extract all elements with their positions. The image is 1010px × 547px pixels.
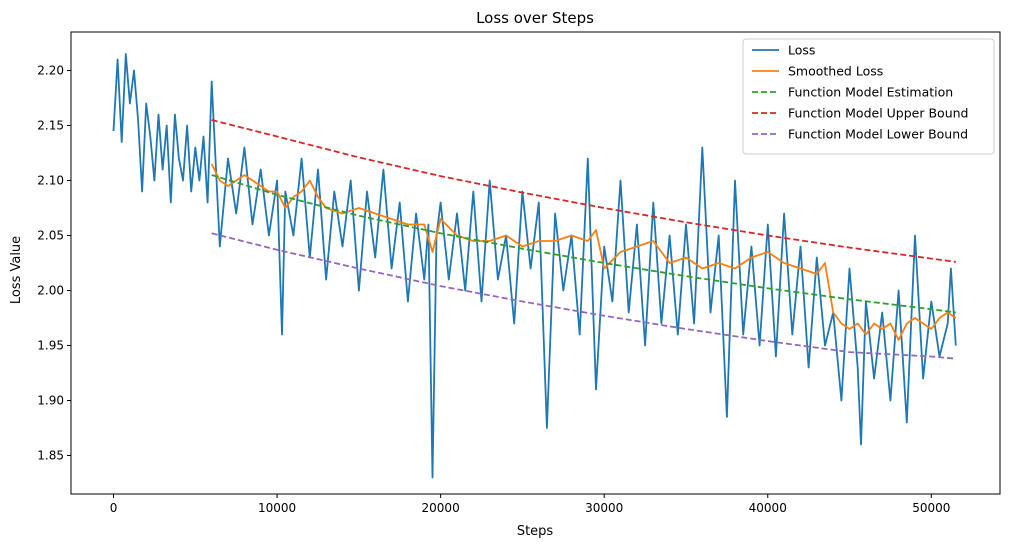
x-tick-label: 40000 xyxy=(749,501,787,515)
chart-title: Loss over Steps xyxy=(476,9,594,27)
legend-label-function-model-upper-bound: Function Model Upper Bound xyxy=(788,106,968,121)
legend-label-smoothed-loss: Smoothed Loss xyxy=(788,64,883,79)
y-tick-label: 2.10 xyxy=(37,174,64,188)
x-tick-label: 50000 xyxy=(912,501,950,515)
y-tick-label: 2.05 xyxy=(37,229,64,243)
y-tick-label: 2.20 xyxy=(37,64,64,78)
series-line-smoothed-loss xyxy=(210,163,957,341)
legend-label-function-model-lower-bound: Function Model Lower Bound xyxy=(788,127,968,142)
legend-label-loss: Loss xyxy=(788,43,815,58)
y-tick-label: 1.90 xyxy=(37,394,64,408)
series-layer xyxy=(112,53,957,479)
legend-box xyxy=(742,38,995,155)
x-axis-ticks: 0 10000 20000 30000 40000 50000 xyxy=(110,494,950,515)
y-tick-label: 2.00 xyxy=(37,284,64,298)
y-tick-label: 2.15 xyxy=(37,119,64,133)
series-line-function-model-lower-bound xyxy=(211,232,956,360)
series-line-function-model-upper-bound xyxy=(211,119,956,263)
x-tick-label: 10000 xyxy=(258,501,296,515)
x-tick-label: 20000 xyxy=(422,501,460,515)
legend: Loss Smoothed Loss Function Model Estimati… xyxy=(742,38,995,155)
y-axis-ticks: 1.85 1.90 1.95 2.00 2.05 2.10 2.15 2.20 xyxy=(37,64,71,463)
x-tick-label: 0 xyxy=(110,501,118,515)
y-tick-label: 1.95 xyxy=(37,339,64,353)
y-tick-label: 1.85 xyxy=(37,449,64,463)
series-line-function-model-estimation xyxy=(211,174,956,314)
plot-frame xyxy=(70,31,1001,495)
y-axis-label: Loss Value xyxy=(9,236,24,304)
x-axis-label: Steps xyxy=(517,524,554,539)
legend-label-function-model-estimation: Function Model Estimation xyxy=(788,85,953,100)
x-tick-label: 30000 xyxy=(585,501,623,515)
series-line-loss xyxy=(112,53,957,479)
